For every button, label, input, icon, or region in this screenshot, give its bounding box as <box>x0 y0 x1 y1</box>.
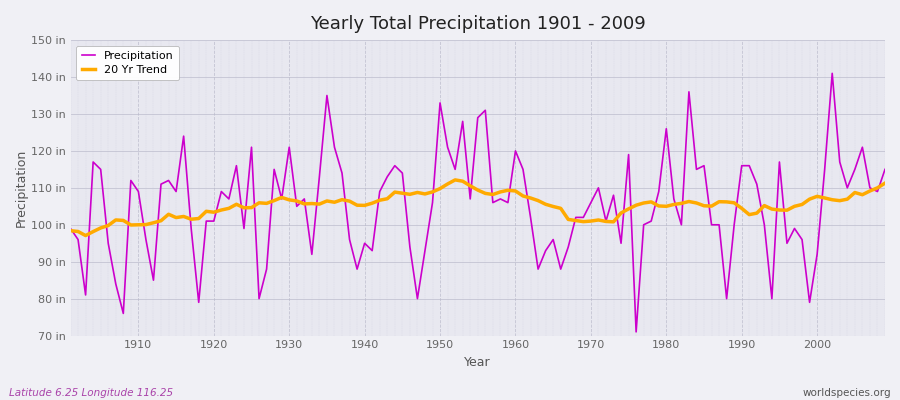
20 Yr Trend <box>133 222 144 227</box>
X-axis label: Year: Year <box>464 356 491 369</box>
Precipitation <box>827 71 838 76</box>
Precipitation <box>502 200 513 205</box>
20 Yr Trend <box>450 178 461 182</box>
Precipitation <box>510 148 521 153</box>
20 Yr Trend <box>879 181 890 186</box>
Text: worldspecies.org: worldspecies.org <box>803 388 891 398</box>
Line: 20 Yr Trend: 20 Yr Trend <box>70 180 885 236</box>
20 Yr Trend <box>344 199 355 204</box>
Title: Yearly Total Precipitation 1901 - 2009: Yearly Total Precipitation 1901 - 2009 <box>310 15 645 33</box>
Precipitation <box>125 178 136 183</box>
Precipitation <box>879 167 890 172</box>
20 Yr Trend <box>65 228 76 233</box>
Text: Latitude 6.25 Longitude 116.25: Latitude 6.25 Longitude 116.25 <box>9 388 173 398</box>
Precipitation <box>337 171 347 176</box>
20 Yr Trend <box>525 196 535 200</box>
20 Yr Trend <box>80 233 91 238</box>
Precipitation <box>65 226 76 231</box>
Precipitation <box>292 204 302 209</box>
20 Yr Trend <box>616 210 626 215</box>
20 Yr Trend <box>518 194 528 198</box>
Y-axis label: Precipitation: Precipitation <box>15 149 28 227</box>
Line: Precipitation: Precipitation <box>70 73 885 332</box>
20 Yr Trend <box>299 202 310 206</box>
Legend: Precipitation, 20 Yr Trend: Precipitation, 20 Yr Trend <box>76 46 179 80</box>
Precipitation <box>631 330 642 334</box>
Precipitation <box>600 219 611 224</box>
